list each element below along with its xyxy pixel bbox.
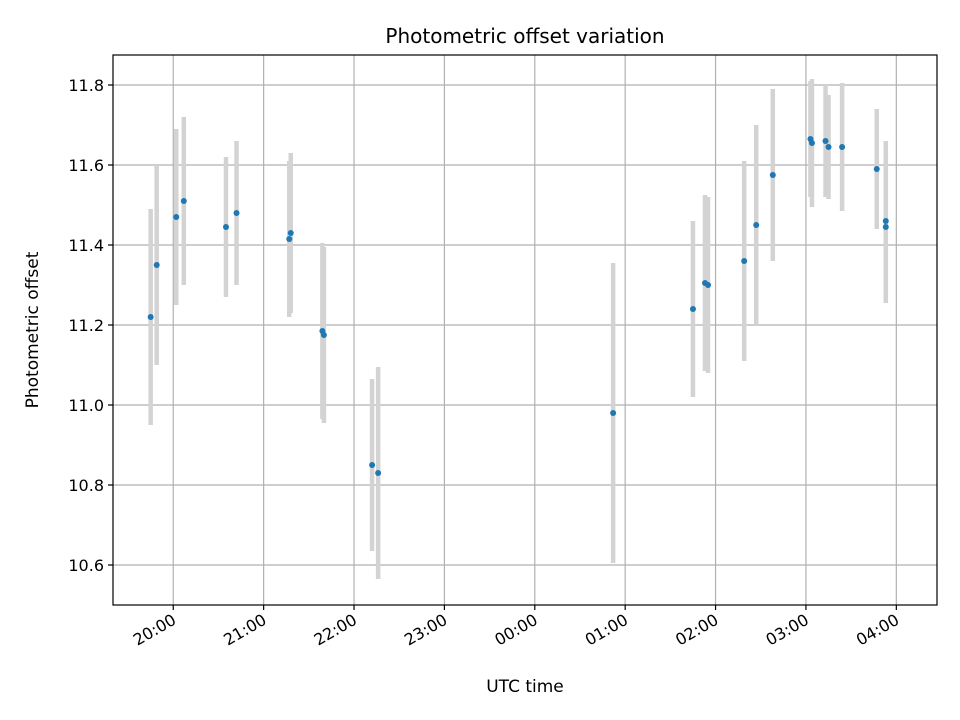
data-point	[689, 306, 696, 312]
y-axis-label: Photometric offset	[23, 251, 43, 408]
y-tick-label: 11.8	[68, 76, 104, 95]
data-point	[222, 224, 229, 230]
data-point	[375, 470, 382, 476]
data-point	[882, 224, 889, 230]
y-tick-label: 11.6	[68, 156, 104, 175]
data-point	[769, 172, 776, 178]
y-axis-ticks: 10.6 10.8 11.0 11.2 11.4 11.6 11.8	[68, 76, 113, 575]
data-point	[882, 218, 889, 224]
data-point	[873, 166, 880, 172]
y-tick-label: 10.8	[68, 476, 104, 495]
y-tick-label: 11.0	[68, 396, 104, 415]
data-point	[753, 222, 760, 228]
data-point	[369, 462, 376, 468]
data-point	[287, 230, 294, 236]
data-point	[741, 258, 748, 264]
data-point	[233, 210, 240, 216]
grid-lines	[113, 55, 937, 605]
data-point	[825, 144, 832, 150]
data-point	[610, 410, 617, 416]
y-tick-label: 11.4	[68, 236, 104, 255]
data-point	[808, 140, 815, 146]
data-point	[705, 282, 712, 288]
data-point	[147, 314, 154, 320]
data-point	[180, 198, 187, 204]
x-axis-label: UTC time	[486, 677, 564, 697]
data-point	[839, 144, 846, 150]
y-tick-label: 10.6	[68, 556, 104, 575]
chart-title: Photometric offset variation	[385, 24, 664, 48]
y-tick-label: 11.2	[68, 316, 104, 335]
data-point	[320, 332, 327, 338]
plot-frame	[112, 54, 938, 606]
data-point	[286, 236, 293, 242]
data-point	[822, 138, 829, 144]
data-point	[173, 214, 180, 220]
data-points	[147, 136, 889, 476]
data-point	[153, 262, 160, 268]
